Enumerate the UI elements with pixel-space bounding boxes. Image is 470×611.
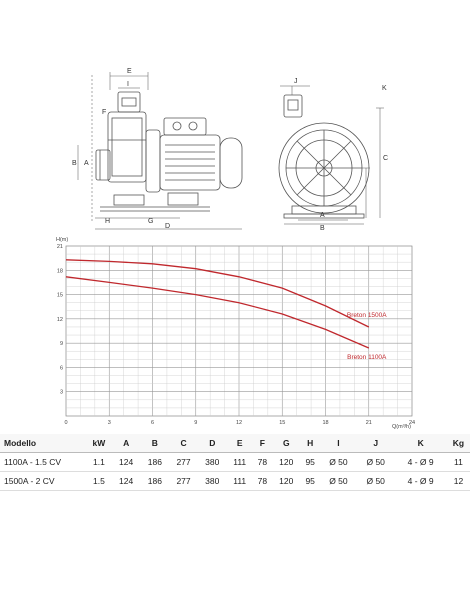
cell-g: 120 <box>271 452 301 472</box>
cell-a: 124 <box>111 471 141 491</box>
header-f: F <box>252 434 272 453</box>
cell-d: 380 <box>197 452 227 472</box>
chart-series: Breton 1500A Breton 1100A <box>65 259 387 361</box>
pump-side-view <box>77 72 243 230</box>
dim-label-e: E <box>127 68 132 75</box>
cell-kg: 12 <box>446 471 470 491</box>
x-tick-label: 18 <box>322 420 328 426</box>
dim-label-j: J <box>294 78 298 85</box>
cell-a: 124 <box>111 452 141 472</box>
x-tick-label: 24 <box>409 420 415 426</box>
dim-label-i: I <box>127 81 129 88</box>
series-line-breton-1100a <box>65 276 370 349</box>
cell-kg: 11 <box>446 452 470 472</box>
x-tick-label: 3 <box>108 420 111 426</box>
header-modello: Modello <box>0 434 86 453</box>
cell-b: 186 <box>140 452 170 472</box>
dim-label-b-front: B <box>320 225 325 232</box>
y-tick-label: 3 <box>60 390 63 396</box>
dim-label-f: F <box>102 109 106 116</box>
cell-c: 277 <box>169 471 198 491</box>
technical-drawings: E I F B A H G D J K A B C <box>72 68 388 232</box>
header-j: J <box>357 434 395 453</box>
cell-kw: 1.5 <box>86 471 112 491</box>
y-axis-label: H(m) <box>56 237 68 243</box>
header-a: A <box>111 434 141 453</box>
header-d: D <box>197 434 227 453</box>
cell-b: 186 <box>140 471 170 491</box>
dim-label-a: A <box>84 160 89 167</box>
cell-i: Ø 50 <box>319 471 358 491</box>
dim-label-d: D <box>165 223 170 230</box>
x-tick-label: 0 <box>64 420 67 426</box>
dim-label-c: C <box>383 155 388 162</box>
header-b: B <box>140 434 170 453</box>
cell-model: 1100A - 1.5 CV <box>0 452 86 472</box>
cell-e: 111 <box>226 471 253 491</box>
cell-j: Ø 50 <box>357 452 395 472</box>
header-g: G <box>271 434 301 453</box>
x-tick-label: 6 <box>151 420 154 426</box>
series-line-breton-1500a <box>65 259 370 328</box>
header-e: E <box>226 434 253 453</box>
x-tick-labels: 0 3 6 9 12 15 18 21 24 <box>64 420 415 426</box>
dim-label-k: K <box>382 85 387 92</box>
series-label: Breton 1100A <box>347 354 387 361</box>
front-view-dimension-labels: J K A B C <box>294 78 388 232</box>
cell-e: 111 <box>226 452 253 472</box>
x-tick-label: 12 <box>236 420 242 426</box>
header-c: C <box>169 434 198 453</box>
x-axis-label: Q(m³/h) <box>392 424 411 430</box>
cell-i: Ø 50 <box>319 452 358 472</box>
dim-label-a-front: A <box>320 212 325 219</box>
series-label: Breton 1500A <box>347 312 387 319</box>
cell-k: 4 - Ø 9 <box>394 452 447 472</box>
header-kw: kW <box>86 434 112 453</box>
y-tick-label: 18 <box>57 268 63 274</box>
cell-f: 78 <box>252 452 272 472</box>
dim-label-b: B <box>72 160 77 167</box>
y-tick-labels: 3 6 9 12 15 18 21 <box>57 244 63 396</box>
pump-front-view <box>278 85 384 225</box>
header-i: I <box>319 434 358 453</box>
cell-kw: 1.1 <box>86 452 112 472</box>
x-tick-label: 21 <box>366 420 372 426</box>
cell-model: 1500A - 2 CV <box>0 471 86 491</box>
y-tick-label: 15 <box>57 293 63 299</box>
y-tick-label: 6 <box>60 365 63 371</box>
cell-g: 120 <box>271 471 301 491</box>
y-tick-label: 21 <box>57 244 63 250</box>
dim-label-h: H <box>105 218 110 225</box>
cell-f: 78 <box>252 471 272 491</box>
cell-d: 380 <box>197 471 227 491</box>
x-tick-label: 15 <box>279 420 285 426</box>
dim-label-g: G <box>148 218 153 225</box>
header-h: H <box>300 434 320 453</box>
table-header-row: Modello kW A B C D E F G H I J K Kg <box>0 434 470 453</box>
table-row: 1100A - 1.5 CV 1.1 124 186 277 380 111 7… <box>0 452 470 472</box>
cell-j: Ø 50 <box>357 471 395 491</box>
side-view-dimension-labels: E I F B A H G D <box>72 68 170 230</box>
cell-c: 277 <box>169 452 198 472</box>
cell-h: 95 <box>300 452 320 472</box>
specifications-table: Modello kW A B C D E F G H I J K Kg 1100… <box>0 434 470 491</box>
header-kg: Kg <box>446 434 470 453</box>
cell-k: 4 - Ø 9 <box>394 471 447 491</box>
y-tick-label: 9 <box>60 341 63 347</box>
y-tick-label: 12 <box>57 317 63 323</box>
x-tick-label: 9 <box>194 420 197 426</box>
table-row: 1500A - 2 CV 1.5 124 186 277 380 111 78 … <box>0 471 470 491</box>
chart-grid <box>65 245 413 417</box>
header-k: K <box>394 434 447 453</box>
cell-h: 95 <box>300 471 320 491</box>
